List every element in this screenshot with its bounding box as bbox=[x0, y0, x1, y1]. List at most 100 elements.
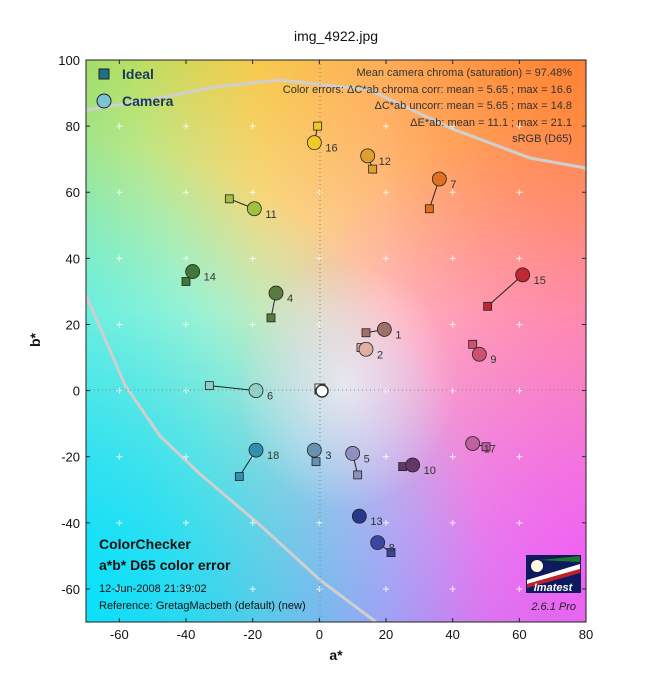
patch-3-label: 3 bbox=[325, 450, 331, 462]
patch-9-ideal-marker bbox=[468, 339, 478, 349]
grid-mark bbox=[516, 519, 523, 526]
y-tick-label: 60 bbox=[66, 185, 80, 200]
plot-background bbox=[86, 60, 586, 622]
patch-4-camera-marker bbox=[268, 285, 284, 301]
patch-16-label: 16 bbox=[325, 143, 337, 155]
footer-date: 12-Jun-2008 21:39:02 bbox=[99, 583, 207, 595]
patch-12-camera-marker bbox=[360, 148, 376, 164]
grid-mark bbox=[449, 321, 456, 328]
axis-ticks: -60 -40 -20 0 20 40 60 80 -60 -40 -20 0 20 40 60 80 100 bbox=[58, 53, 593, 642]
grid-mark bbox=[516, 453, 523, 460]
grid-mark bbox=[183, 519, 189, 526]
patch-8-camera-marker bbox=[370, 535, 386, 551]
grid-mark bbox=[116, 453, 123, 460]
grid-mark bbox=[116, 387, 123, 394]
grid-mark bbox=[316, 519, 323, 526]
patch-15-camera-marker bbox=[515, 267, 531, 283]
footer-heading-1: ColorChecker bbox=[99, 536, 191, 552]
footer-reference: Reference: GretagMacbeth (default) (new) bbox=[99, 600, 306, 612]
grid-mark bbox=[449, 519, 456, 526]
x-axis-label: a* bbox=[329, 647, 343, 663]
stats-annotations: Mean camera chroma (saturation) = 97.48%… bbox=[283, 67, 572, 145]
grid-mark bbox=[183, 321, 189, 328]
grid-mark bbox=[516, 123, 523, 130]
grid-mark bbox=[516, 321, 523, 328]
y-tick-label: 80 bbox=[66, 119, 80, 134]
patch-11-ideal-marker bbox=[224, 194, 234, 204]
patch-1-ideal-marker bbox=[361, 328, 371, 338]
grid-mark bbox=[116, 585, 123, 592]
x-tick-label: 20 bbox=[379, 627, 393, 642]
grid-mark bbox=[449, 255, 456, 262]
grid-mark bbox=[516, 189, 523, 196]
imatest-logo: Imatest bbox=[526, 555, 581, 594]
grid-mark bbox=[449, 585, 456, 592]
patch-1-label: 1 bbox=[395, 329, 401, 341]
grid-mark bbox=[116, 255, 123, 262]
patch-5-label: 5 bbox=[364, 453, 370, 465]
patch-6-camera-marker bbox=[248, 383, 264, 398]
stats-mean-chroma: Mean camera chroma (saturation) = 97.48% bbox=[356, 67, 572, 79]
grid-mark bbox=[383, 387, 389, 394]
grid-mark bbox=[383, 585, 389, 592]
stats-dc-chroma-corr: Color errors: ΔC*ab chroma corr: mean = … bbox=[283, 84, 572, 96]
imatest-logo-text: Imatest bbox=[534, 582, 574, 594]
plot-frame bbox=[85, 59, 587, 623]
patch-2-camera-marker bbox=[358, 341, 374, 357]
patch-10-camera-marker bbox=[405, 457, 421, 473]
patch-7-camera-marker bbox=[431, 171, 447, 187]
patch-2-label: 2 bbox=[377, 349, 383, 361]
x-tick-label: 40 bbox=[445, 627, 459, 642]
x-tick-label: -20 bbox=[243, 627, 262, 642]
patch-12-label: 12 bbox=[379, 156, 391, 168]
grid-mark bbox=[249, 123, 256, 130]
patch-9-camera-marker bbox=[471, 346, 487, 362]
patch-14-ideal-marker bbox=[181, 277, 191, 286]
patch-5-camera-marker bbox=[345, 445, 361, 461]
patch-7-label: 7 bbox=[450, 179, 456, 191]
grid-mark bbox=[316, 189, 323, 196]
grid-mark bbox=[183, 123, 189, 130]
grid-mark bbox=[383, 123, 389, 130]
patch-10-label: 10 bbox=[424, 465, 436, 477]
grid-mark bbox=[316, 585, 323, 592]
grid-mark bbox=[183, 453, 189, 460]
patch-18-camera-marker bbox=[248, 442, 264, 458]
patch-4-ideal-marker bbox=[266, 313, 276, 323]
grid-mark bbox=[249, 519, 256, 526]
grid-mark bbox=[183, 387, 189, 394]
gamut-boundary-top bbox=[86, 78, 586, 170]
grid-mark bbox=[183, 189, 189, 196]
legend: Ideal Camera bbox=[96, 66, 174, 109]
grid-mark bbox=[516, 585, 523, 592]
patch-16-ideal-marker bbox=[313, 121, 323, 131]
patch-7-ideal-marker bbox=[424, 204, 434, 214]
stats-dc-uncorr: ΔC*ab uncorr: mean = 5.65 ; max = 14.8 bbox=[374, 100, 572, 112]
y-axis-label: b* bbox=[27, 332, 43, 347]
patch-15-label: 15 bbox=[534, 275, 546, 287]
y-tick-label: 0 bbox=[73, 384, 80, 399]
y-tick-label: -40 bbox=[61, 516, 80, 531]
grid-mark bbox=[116, 189, 123, 196]
y-tick-label: -20 bbox=[61, 450, 80, 465]
grid-mark bbox=[449, 387, 456, 394]
legend-ideal-label: Ideal bbox=[122, 66, 154, 82]
grid-mark bbox=[249, 189, 256, 196]
y-tick-label: -60 bbox=[61, 582, 80, 597]
patch-15-connector bbox=[487, 274, 524, 307]
patch-6-ideal-marker bbox=[204, 381, 214, 391]
grid-mark bbox=[249, 585, 256, 592]
patch-18-ideal-marker bbox=[234, 472, 244, 481]
patch-6-label: 6 bbox=[267, 391, 273, 403]
patch-8-ideal-marker bbox=[386, 548, 396, 557]
grid-mark bbox=[449, 453, 456, 460]
grid-mark bbox=[383, 453, 389, 460]
patch-16-camera-marker bbox=[306, 135, 322, 151]
grid-mark bbox=[183, 255, 189, 262]
grid-mark bbox=[516, 255, 523, 262]
footer: ColorChecker a*b* D65 color error 12-Jun… bbox=[99, 536, 306, 612]
patch-17-ideal-marker bbox=[481, 442, 491, 452]
patch-14-label: 14 bbox=[204, 272, 216, 284]
patch-17-label: 17 bbox=[484, 443, 496, 455]
x-tick-label: -40 bbox=[177, 627, 196, 642]
